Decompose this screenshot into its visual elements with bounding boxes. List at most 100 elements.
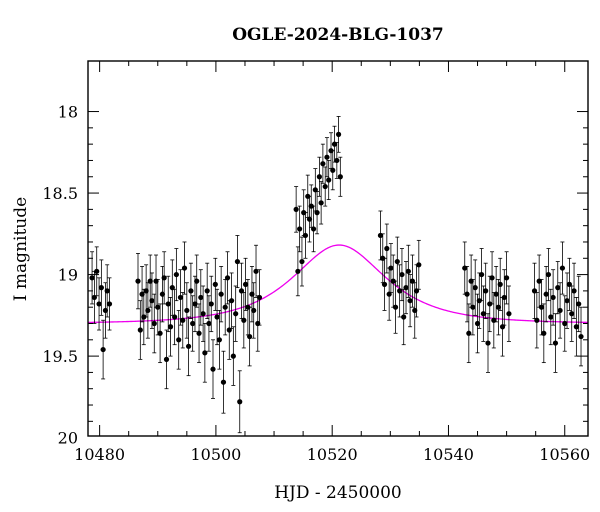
data-point [306,216,313,222]
data-point [564,298,570,304]
data-point [318,200,324,206]
data-point [405,268,411,274]
data-point [534,317,540,323]
data-point [163,356,170,362]
data-point [196,330,202,336]
data-point [381,281,388,287]
data-point [480,311,486,317]
data-point [576,301,582,307]
data-point [543,291,549,297]
data-point [562,320,568,327]
data-point [501,294,507,301]
data-point [98,285,104,291]
data-point [407,298,413,304]
data-point [181,265,188,271]
data-point [559,265,566,271]
data-point [212,281,218,287]
data-point [135,278,141,284]
data-point [155,304,161,310]
plot-area [88,116,588,434]
data-point [145,307,151,314]
data-point [388,265,394,271]
y-tick-label: 18 [58,103,78,122]
data-point [89,275,95,281]
x-axis-label: HJD - 2450000 [274,483,402,503]
data-point [188,288,194,294]
data-point [416,262,422,268]
y-tick-label: 19 [58,266,78,285]
data-point [555,285,561,291]
data-point [149,298,155,304]
x-tick-label: 10540 [423,445,474,464]
data-point [326,177,332,183]
data-point [337,174,343,180]
chart-title: OGLE-2024-BLG-1037 [232,25,444,45]
data-point [147,278,153,284]
data-point [578,333,584,340]
data-point [479,271,485,278]
data-point [295,268,301,274]
x-tick-label: 10480 [74,445,125,464]
data-point [394,258,400,265]
data-point [165,301,171,307]
data-point [485,340,491,346]
data-point [216,337,222,343]
plot-frame [87,60,589,437]
tick-labels: 10480 10500 10520 10540 10560 18 18.5 19 19.5 20 [42,103,590,464]
data-point [141,314,147,320]
data-point [330,167,336,173]
data-point [157,330,163,336]
data-layer [88,116,588,434]
data-point [483,288,489,294]
data-point [397,288,403,294]
data-point [320,161,326,167]
data-point [167,324,174,330]
data-point [299,258,305,265]
data-point [308,203,314,209]
y-tick-label: 20 [58,429,78,448]
data-point [497,281,503,287]
data-point [143,288,149,294]
data-point [297,226,303,232]
data-point [545,271,552,278]
data-point [466,330,472,336]
data-point [151,320,157,327]
data-point [557,307,563,314]
data-point [161,275,167,281]
data-point [470,304,476,310]
data-point [399,271,405,278]
data-point [251,307,257,314]
data-point [176,337,182,343]
data-point [569,311,575,317]
data-point [96,301,102,307]
data-point [310,226,317,232]
data-point [316,174,322,180]
data-point [185,343,192,349]
data-point [302,232,309,239]
data-point [489,275,495,281]
data-point [495,304,502,310]
data-point [241,317,247,323]
data-point [229,298,235,304]
data-point [214,314,220,320]
data-point [177,294,184,301]
data-point [552,340,559,346]
data-point [464,291,470,297]
data-point [403,285,409,291]
data-point [401,314,407,320]
data-point [242,281,249,287]
data-point [192,301,198,307]
data-point [390,278,396,284]
data-point [180,317,186,323]
data-point [104,288,110,294]
y-axis-label: I magnitude [11,197,31,301]
data-point [573,324,579,330]
model-curve [88,244,588,324]
data-point [206,320,212,327]
data-point [493,291,499,297]
axis-ticks [88,61,588,436]
data-point [474,320,481,327]
data-point [314,210,320,216]
data-point [476,298,482,304]
